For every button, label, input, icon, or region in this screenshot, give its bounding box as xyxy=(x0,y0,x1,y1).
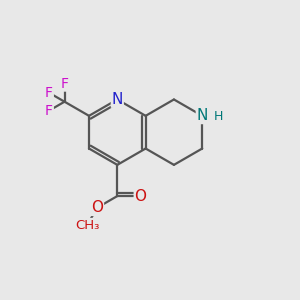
Text: O: O xyxy=(91,200,103,215)
Text: F: F xyxy=(45,86,53,100)
Text: N: N xyxy=(112,92,123,107)
Text: N: N xyxy=(196,108,208,123)
Text: CH₃: CH₃ xyxy=(75,219,99,232)
Text: O: O xyxy=(134,189,146,204)
Text: H: H xyxy=(214,110,223,123)
Text: F: F xyxy=(61,77,68,91)
Text: F: F xyxy=(45,103,53,118)
